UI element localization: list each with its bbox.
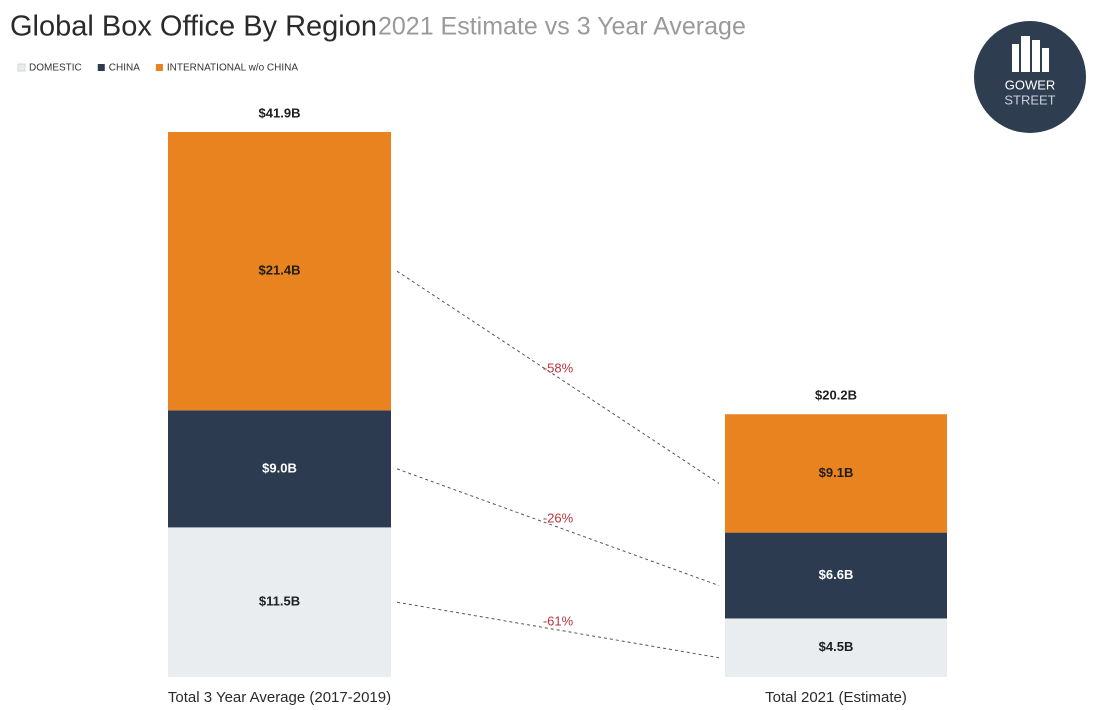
value-label: $11.5B	[259, 594, 300, 609]
change-label: -61%	[543, 613, 574, 628]
change-connector	[396, 468, 720, 587]
bar-segment	[725, 414, 947, 533]
logo-icon	[1012, 36, 1049, 72]
value-label: $6.6B	[819, 567, 854, 582]
legend-label: DOMESTIC	[29, 63, 82, 74]
value-label: $9.1B	[819, 465, 854, 480]
bar-segment	[725, 618, 947, 677]
bar-segment	[725, 532, 947, 619]
legend-label: CHINA	[109, 63, 140, 74]
x-tick-label: Total 3 Year Average (2017-2019)	[168, 689, 391, 706]
change-label: -26%	[543, 511, 574, 526]
legend-swatch	[97, 64, 105, 71]
bar-segment	[168, 527, 391, 677]
legend-swatch	[155, 64, 163, 71]
value-label: $4.5B	[819, 639, 854, 654]
change-label: -58%	[543, 361, 574, 376]
chart-title: Global Box Office By Region	[10, 11, 377, 43]
legend-swatch	[17, 63, 26, 72]
chart-subtitle: 2021 Estimate vs 3 Year Average	[378, 13, 746, 41]
total-label: $41.9B	[259, 105, 301, 120]
value-label: $21.4B	[259, 263, 301, 278]
change-connector	[396, 270, 720, 484]
bar-segment	[168, 410, 391, 528]
change-connector	[396, 601, 720, 659]
value-label: $9.0B	[262, 460, 297, 475]
logo-text: GOWER	[1005, 77, 1056, 92]
logo-text: STREET	[1004, 92, 1055, 107]
total-label: $20.2B	[815, 388, 857, 403]
logo: GOWER STREET	[974, 21, 1086, 133]
x-tick-label: Total 2021 (Estimate)	[765, 689, 907, 706]
logo-circle	[974, 21, 1086, 133]
legend-label: INTERNATIONAL w/o CHINA	[167, 63, 298, 74]
bar-segment	[168, 132, 391, 411]
